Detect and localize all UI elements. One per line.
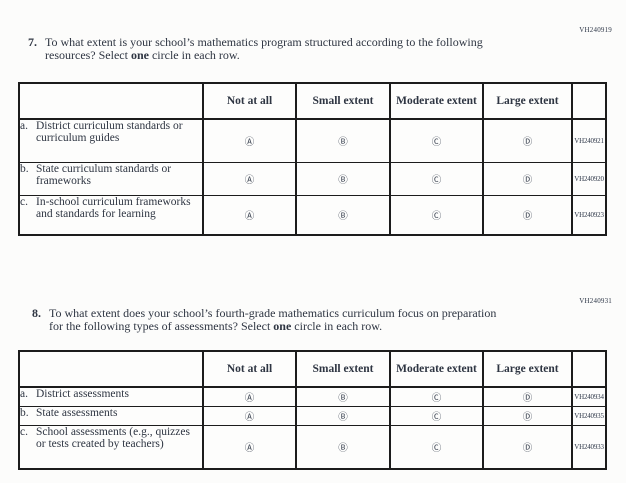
column-header-large-extent: Large extent [482, 82, 573, 120]
question-8: 8. To what extent does your school’s fou… [32, 307, 511, 333]
row-letter: c. [20, 195, 28, 208]
answer-bubble-b[interactable]: Ⓑ [338, 442, 348, 454]
question-8-ref-code: VH240931 [579, 297, 612, 305]
answer-bubble-b[interactable]: Ⓑ [338, 210, 348, 222]
table-row: c. In-school curriculum frameworks and s… [18, 194, 607, 236]
row-label: State curriculum standards or frameworks [36, 162, 172, 187]
row-label: In-school curriculum frameworks and stan… [36, 195, 191, 220]
table-row: a. District curriculum standards or curr… [18, 118, 607, 163]
answer-bubble-c[interactable]: Ⓒ [431, 393, 442, 404]
question-7-text-part1: To what extent is your school’s mathemat… [45, 35, 483, 62]
answer-bubble-c[interactable]: Ⓒ [431, 442, 442, 454]
answer-bubble-d[interactable]: Ⓓ [522, 210, 533, 222]
answer-bubble-a[interactable]: Ⓐ [244, 412, 255, 423]
answer-bubble-d[interactable]: Ⓓ [522, 174, 533, 186]
row-ref-code: VH240921 [571, 118, 607, 163]
answer-bubble-b[interactable]: Ⓑ [338, 412, 348, 423]
question-8-text: To what extent does your school’s fourth… [49, 307, 511, 333]
row-ref-code: VH240920 [571, 161, 607, 196]
answer-bubble-b[interactable]: Ⓑ [338, 393, 348, 404]
row-ref-code: VH240933 [571, 425, 607, 469]
row-label: State assessments [36, 407, 118, 419]
column-header-small-extent: Small extent [295, 350, 391, 388]
table-row: a. District assessments Ⓐ Ⓑ Ⓒ Ⓓ VH240934 [18, 386, 607, 407]
answer-bubble-c[interactable]: Ⓒ [431, 136, 442, 148]
column-header-large-extent: Large extent [482, 350, 573, 388]
answer-bubble-a[interactable]: Ⓐ [244, 393, 255, 404]
question-8-table: Not at all Small extent Moderate extent … [18, 350, 607, 470]
column-header-not-at-all: Not at all [202, 350, 297, 388]
answer-bubble-a[interactable]: Ⓐ [244, 442, 255, 454]
answer-bubble-d[interactable]: Ⓓ [522, 442, 533, 454]
table-header-row: Not at all Small extent Moderate extent … [18, 350, 607, 388]
table-row: c. School assessments (e.g., quizzes or … [18, 425, 607, 469]
question-7-text: To what extent is your school’s mathemat… [45, 36, 507, 62]
answer-bubble-a[interactable]: Ⓐ [244, 174, 255, 186]
question-8-number: 8. [32, 306, 41, 320]
answer-bubble-b[interactable]: Ⓑ [338, 136, 348, 148]
answer-bubble-a[interactable]: Ⓐ [244, 136, 255, 148]
answer-bubble-c[interactable]: Ⓒ [431, 412, 442, 423]
row-ref-code: VH240935 [571, 406, 607, 426]
row-letter: b. [20, 162, 29, 175]
row-ref-code: VH240934 [571, 386, 607, 407]
empty-header-cell [571, 350, 607, 388]
row-letter: c. [20, 426, 28, 438]
column-header-moderate-extent: Moderate extent [389, 350, 484, 388]
row-letter: a. [20, 388, 28, 400]
question-7: 7. To what extent is your school’s mathe… [28, 36, 507, 62]
row-ref-code: VH240923 [571, 194, 607, 236]
answer-bubble-a[interactable]: Ⓐ [244, 210, 255, 222]
question-8-text-part1: To what extent does your school’s fourth… [49, 306, 497, 333]
answer-bubble-d[interactable]: Ⓓ [522, 136, 533, 148]
column-header-moderate-extent: Moderate extent [389, 82, 484, 120]
question-8-bold-word: one [273, 319, 292, 333]
answer-bubble-c[interactable]: Ⓒ [431, 210, 442, 222]
table-header-row: Not at all Small extent Moderate extent … [18, 82, 607, 120]
question-7-ref-code: VH240919 [579, 26, 612, 34]
row-label: District assessments [36, 388, 129, 400]
table-row: b. State curriculum standards or framewo… [18, 161, 607, 196]
table-row: b. State assessments Ⓐ Ⓑ Ⓒ Ⓓ VH240935 [18, 406, 607, 426]
answer-bubble-c[interactable]: Ⓒ [431, 174, 442, 186]
column-header-not-at-all: Not at all [202, 82, 297, 120]
row-letter: b. [20, 407, 29, 419]
column-header-small-extent: Small extent [295, 82, 391, 120]
empty-header-cell [18, 350, 204, 388]
row-label: School assessments (e.g., quizzes or tes… [36, 426, 190, 450]
question-7-table: Not at all Small extent Moderate extent … [18, 82, 607, 236]
row-letter: a. [20, 120, 28, 132]
question-8-text-part2: circle in each row. [291, 319, 383, 333]
row-label: District curriculum standards or curricu… [36, 120, 183, 144]
empty-header-cell [18, 82, 204, 120]
question-7-text-part2: circle in each row. [148, 48, 240, 62]
empty-header-cell [571, 82, 607, 120]
answer-bubble-d[interactable]: Ⓓ [522, 393, 533, 404]
question-7-bold-word: one [130, 48, 149, 62]
answer-bubble-d[interactable]: Ⓓ [522, 412, 533, 423]
answer-bubble-b[interactable]: Ⓑ [338, 174, 348, 186]
question-7-number: 7. [28, 35, 37, 49]
